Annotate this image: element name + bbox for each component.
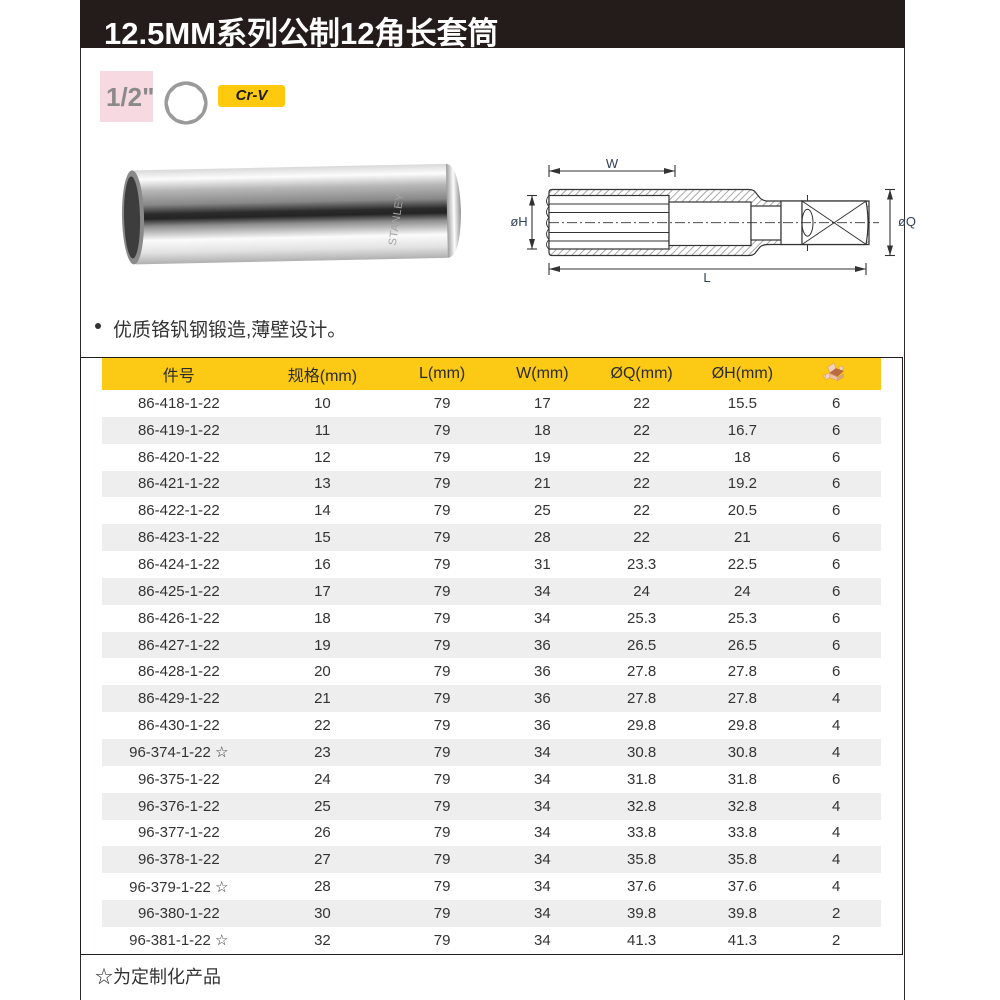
- svg-text:L: L: [703, 270, 710, 285]
- svg-text:W: W: [606, 156, 619, 171]
- svg-text:øQ: øQ: [898, 214, 916, 229]
- svg-text:øH: øH: [510, 214, 527, 229]
